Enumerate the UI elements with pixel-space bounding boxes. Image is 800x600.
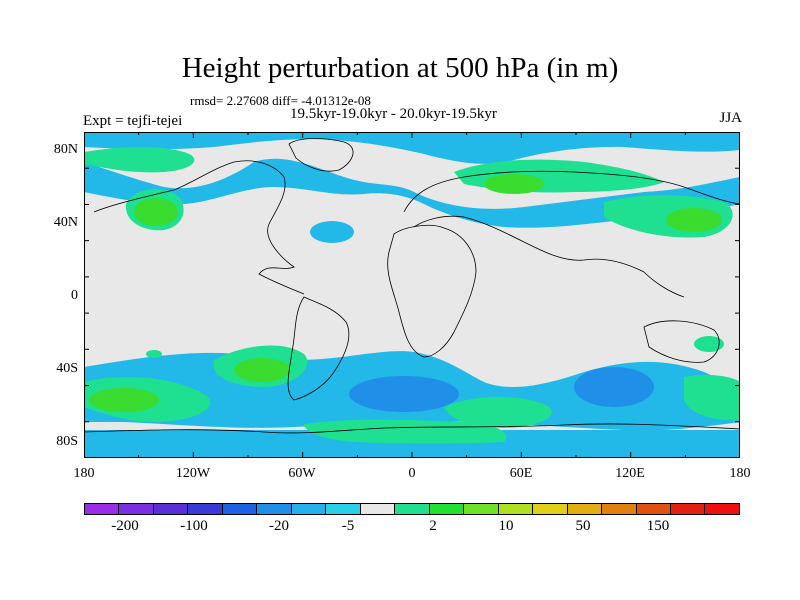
- contour-positive-s-atlantic: [444, 396, 552, 428]
- lon-tick-0: 0: [408, 466, 416, 481]
- lat-tick-40s: 40S: [56, 361, 78, 376]
- contour-negative-n-atlantic: [310, 221, 354, 243]
- colorbar-swatch-16: [636, 504, 671, 514]
- coast-antarctica: [84, 423, 740, 434]
- colorbar-label-minus-200: -200: [111, 518, 139, 534]
- lon-tick-60w: 60W: [288, 466, 316, 481]
- coast-south-america: [287, 296, 350, 401]
- period-text: 19.5kyr-19.0kyr - 20.0kyr-19.5kyr: [290, 106, 497, 122]
- colorbar-swatch-4: [222, 504, 258, 514]
- lon-tick-180w: 180: [73, 466, 95, 481]
- colorbar-swatch-17: [670, 504, 706, 514]
- contour-positive-s-australia: [694, 336, 724, 352]
- contour-negative-s-atlantic-core: [349, 376, 459, 412]
- colorbar-swatch-8: [360, 504, 396, 514]
- coast-africa: [387, 225, 477, 358]
- colorbar-swatch-0: [85, 504, 120, 514]
- map-plot: [84, 132, 740, 458]
- coastlines: [84, 138, 740, 434]
- colorbar-label-minus-5: -5: [341, 518, 355, 534]
- contour-negative-s-indian-core: [574, 367, 654, 407]
- colorbar-swatch-5: [257, 504, 292, 514]
- contour-positive-n-pacific-west: [84, 147, 195, 173]
- colorbar-swatch-1: [119, 504, 154, 514]
- experiment-label: Expt = tejfi-tejei: [83, 113, 183, 129]
- colorbar-swatch-9: [395, 504, 430, 514]
- lon-tick-120e: 120E: [615, 466, 645, 481]
- coast-greenland: [288, 138, 354, 172]
- contour-positive-s-pacific-west-core: [89, 388, 159, 412]
- lon-tick-180e: 180: [729, 466, 751, 481]
- contour-positive-small: [146, 350, 162, 358]
- colorbar-swatch-13: [533, 504, 568, 514]
- colorbar-swatch-2: [153, 504, 189, 514]
- colorbar-label-minus-20: -20: [269, 518, 289, 534]
- colorbar: [84, 503, 740, 515]
- lon-tick-120w: 120W: [175, 466, 211, 481]
- season-label: JJA: [719, 110, 742, 126]
- contour-positive-s-pacific-east: [684, 374, 740, 421]
- axis-tick-marks: [84, 132, 740, 458]
- contour-negative-north: [84, 158, 740, 228]
- colorbar-swatch-6: [291, 504, 327, 514]
- colorbar-swatch-15: [602, 504, 637, 514]
- colorbar-swatch-3: [188, 504, 223, 514]
- lat-tick-80n: 80N: [53, 142, 78, 157]
- colorbar-swatch-11: [464, 504, 499, 514]
- colorbar-swatch-12: [498, 504, 534, 514]
- contour-positive-eurasia-core: [484, 174, 544, 194]
- contour-positive-n-asia-pacific-core: [666, 208, 722, 232]
- colorbar-label-10: 10: [498, 518, 514, 534]
- colorbar-label-2: 2: [429, 518, 437, 534]
- contour-positive-n-pacific-core: [134, 198, 178, 226]
- contour-negative-arctic: [84, 132, 740, 164]
- coast-australia: [643, 320, 720, 363]
- coast-north-america: [93, 160, 305, 295]
- contour-positive-antarctic-edge: [304, 419, 507, 444]
- colorbar-swatch-14: [567, 504, 603, 514]
- contour-fill-group: [84, 132, 740, 458]
- coast-eurasia: [403, 170, 740, 298]
- lat-tick-40n: 40N: [53, 215, 78, 230]
- stats-text: rmsd= 2.27608 diff= -4.01312e-08: [190, 93, 371, 108]
- contour-positive-s-america-core: [234, 358, 290, 382]
- contour-negative-antarctic: [84, 430, 740, 458]
- colorbar-swatch-18: [705, 504, 739, 514]
- colorbar-label-150: 150: [646, 518, 670, 534]
- colorbar-label-50: 50: [575, 518, 591, 534]
- lat-tick-0: 0: [71, 288, 78, 303]
- colorbar-label-minus-100: -100: [180, 518, 208, 534]
- map-title: Height perturbation at 500 hPa (in m): [181, 52, 619, 84]
- colorbar-swatch-7: [326, 504, 361, 514]
- lon-tick-60e: 60E: [509, 466, 533, 481]
- colorbar-swatch-10: [429, 504, 465, 514]
- lat-tick-80s: 80S: [56, 434, 78, 449]
